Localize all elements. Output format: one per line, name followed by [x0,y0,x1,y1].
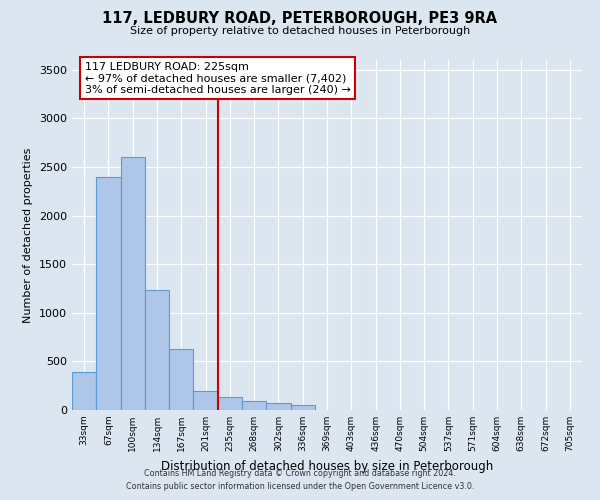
Bar [193,390,218,410]
X-axis label: Distribution of detached houses by size in Peterborough: Distribution of detached houses by size … [161,460,493,472]
Bar [72,372,96,410]
Bar [145,290,169,410]
Bar [266,402,290,410]
Text: Size of property relative to detached houses in Peterborough: Size of property relative to detached ho… [130,26,470,36]
Bar [218,398,242,410]
Bar [290,405,315,410]
Bar [96,176,121,410]
Text: Contains HM Land Registry data © Crown copyright and database right 2024.
Contai: Contains HM Land Registry data © Crown c… [126,470,474,491]
Bar [169,349,193,410]
Y-axis label: Number of detached properties: Number of detached properties [23,148,34,322]
Bar [121,157,145,410]
Text: 117, LEDBURY ROAD, PETERBOROUGH, PE3 9RA: 117, LEDBURY ROAD, PETERBOROUGH, PE3 9RA [103,11,497,26]
Bar [242,401,266,410]
Text: 117 LEDBURY ROAD: 225sqm
← 97% of detached houses are smaller (7,402)
3% of semi: 117 LEDBURY ROAD: 225sqm ← 97% of detach… [85,62,350,95]
